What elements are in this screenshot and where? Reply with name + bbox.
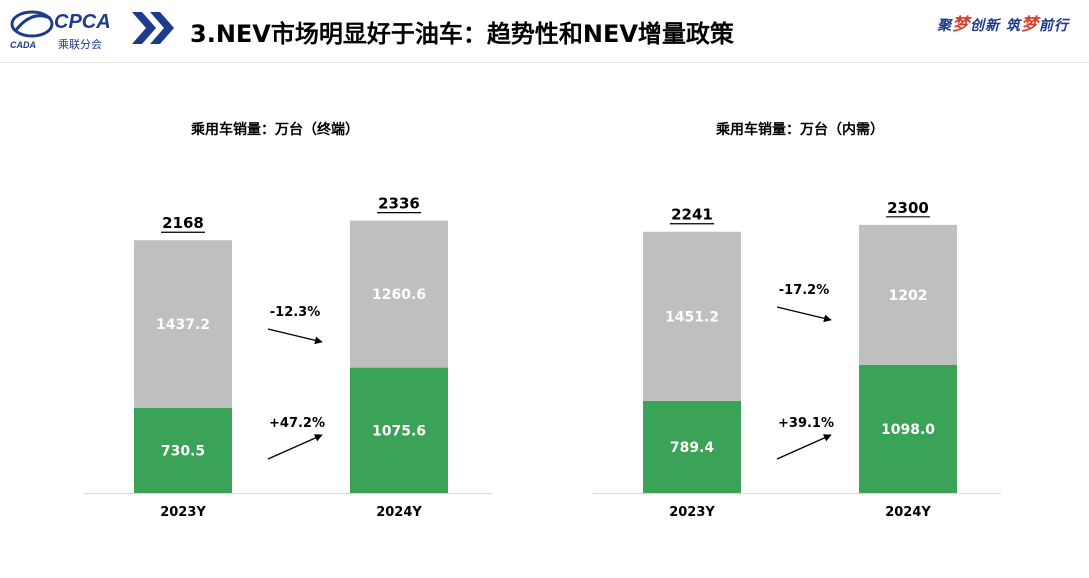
arrow-nev-change	[267, 434, 323, 460]
slogan-part-3: 创新 筑	[970, 18, 1021, 34]
chart-title: 乘用车销量：万台（终端）	[190, 121, 359, 138]
x-tick-2023Y: 2023Y	[669, 505, 715, 520]
slogan-part-4: 梦	[1021, 15, 1039, 35]
logo-subtitle: 乘联分会	[58, 38, 102, 51]
data-label-ice-2023Y: 1437.2	[156, 317, 210, 333]
arrow-ice-change	[267, 328, 323, 345]
total-label-2023Y: 2241	[671, 206, 713, 224]
data-label-ice-2023Y: 1451.2	[665, 309, 719, 325]
data-label-nev-2024Y: 1098.0	[881, 422, 935, 438]
bar-ice-2023Y	[643, 231, 741, 401]
logo-swoosh-inner	[14, 14, 51, 31]
x-tick-2024Y: 2024Y	[885, 505, 931, 520]
logo-mark: CADA	[10, 40, 36, 50]
change-label-ice: -12.3%	[270, 305, 321, 320]
bar-nev-2024Y	[350, 367, 448, 493]
x-tick-2023Y: 2023Y	[160, 505, 206, 520]
page-title: 3.NEV市场明显好于油车：趋势性和NEV增量政策	[190, 20, 734, 48]
total-label-2024Y: 2336	[378, 195, 420, 213]
slide-header: CPCA CADA 乘联分会 3.NEV市场明显好于油车：趋势性和NEV增量政策…	[0, 0, 1089, 66]
arrow-nev-change	[776, 434, 832, 460]
logo-text: CPCA	[54, 11, 111, 33]
change-label-nev: +39.1%	[778, 416, 834, 431]
bar-ice-2023Y	[134, 240, 232, 408]
bar-ice-2024Y	[859, 224, 957, 365]
data-label-nev-2023Y: 789.4	[670, 440, 715, 456]
chart-terminal-sales: 乘用车销量：万台（终端） 730.5 1437.2 2168 2023Y 1075.6 12…	[84, 121, 492, 520]
slogan-part-1: 聚	[937, 18, 953, 34]
slogan: 聚梦创新 筑梦前行	[937, 10, 1069, 35]
data-label-nev-2023Y: 730.5	[161, 443, 205, 459]
slogan-part-5: 前行	[1039, 18, 1069, 34]
total-label-2023Y: 2168	[162, 214, 204, 232]
total-label-2024Y: 2300	[887, 199, 929, 217]
bar-ice-2024Y	[350, 220, 448, 368]
data-label-nev-2024Y: 1075.6	[372, 423, 426, 439]
bar-nev-2023Y	[643, 400, 741, 493]
chart-title: 乘用车销量：万台（内需）	[715, 121, 884, 138]
cpca-logo: CPCA CADA 乘联分会	[10, 10, 111, 51]
header-divider	[0, 62, 1089, 63]
bar-nev-2024Y	[859, 364, 957, 493]
change-label-ice: -17.2%	[779, 283, 830, 298]
chevrons-icon	[132, 12, 174, 44]
bar-nev-2023Y	[134, 407, 232, 493]
data-label-ice-2024Y: 1202	[889, 288, 928, 304]
change-label-nev: +47.2%	[269, 416, 325, 431]
x-tick-2024Y: 2024Y	[376, 505, 422, 520]
logo-swoosh	[10, 10, 54, 38]
chart-domestic-sales: 乘用车销量：万台（内需） 789.4 1451.2 2241 2023Y 1098.0 12…	[593, 121, 1001, 520]
data-label-ice-2024Y: 1260.6	[372, 287, 426, 303]
slogan-part-2: 梦	[952, 15, 971, 35]
arrow-ice-change	[776, 306, 832, 323]
